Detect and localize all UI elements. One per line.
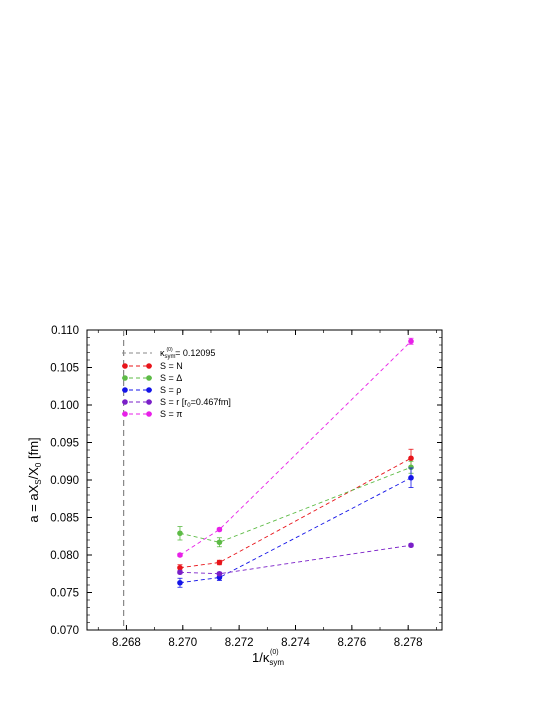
y-tick-label: 0.100 — [50, 400, 79, 412]
x-tick-label: 8.272 — [225, 637, 254, 649]
legend-swatch-marker — [146, 375, 152, 381]
legend-label-part: =0.467fm] — [191, 397, 231, 407]
data-point — [216, 559, 223, 566]
axis-ticks: 8.268 8.270 8.272 8.274 8.276 8.278 0.070 0.075… — [50, 325, 442, 649]
series-line — [179, 544, 412, 575]
legend-vline-sub: sym — [165, 354, 176, 360]
legend-label: S = π — [160, 409, 182, 419]
y-tick-label: 0.110 — [51, 325, 79, 337]
legend-label: S = r [r0=0.467fm] — [160, 397, 231, 409]
plot-frame — [86, 329, 443, 631]
legend-vline-main: κ — [160, 348, 165, 358]
y-tick-label: 0.075 — [50, 588, 79, 600]
data-point — [408, 464, 414, 471]
y-axis-label-part-2: S — [34, 479, 43, 484]
legend-vline-label: κsym(0) = 0.12095 — [160, 347, 215, 360]
legend-vline-value: = 0.12095 — [173, 348, 216, 358]
y-axis-label-part-1: a = aX — [26, 484, 41, 522]
legend-swatch-marker — [122, 411, 128, 417]
x-axis-label-sub: sym — [269, 658, 284, 667]
data-point — [408, 338, 414, 345]
data-point — [177, 552, 183, 558]
legend-swatch-marker — [122, 363, 128, 369]
data-point — [177, 569, 183, 576]
legend-swatch-marker — [146, 411, 152, 417]
series-line — [179, 466, 412, 543]
series-line — [179, 340, 412, 556]
data-point — [408, 455, 414, 462]
legend-swatch-marker — [146, 399, 152, 405]
legend-label-part: S = r [r — [160, 397, 187, 407]
series-line — [179, 477, 412, 584]
y-tick-label: 0.095 — [50, 438, 79, 450]
legend-swatch-marker — [146, 363, 152, 369]
y-tick-label: 0.080 — [50, 550, 79, 562]
data-point — [216, 539, 223, 546]
x-tick-label: 8.278 — [394, 637, 423, 649]
y-axis-label-part-3: /X — [26, 467, 41, 480]
data-point — [177, 564, 183, 571]
x-tick-label: 8.268 — [112, 637, 141, 649]
legend-label-part: 0 — [187, 403, 191, 409]
y-tick-label: 0.090 — [50, 475, 79, 487]
series-line — [179, 457, 412, 569]
x-tick-label: 8.276 — [337, 637, 366, 649]
legend-label: S = N — [160, 361, 183, 371]
legend-swatch-marker — [122, 387, 128, 393]
y-axis-label: a = aXS/X0 [fm] — [26, 437, 43, 522]
legend-swatch-marker — [122, 399, 128, 405]
series-layer — [177, 337, 414, 588]
y-tick-label: 0.105 — [50, 363, 79, 375]
x-axis-label: 1/κsym (0) — [252, 649, 284, 667]
x-axis-label-main: 1/κ — [252, 650, 270, 665]
legend-label: S = ρ — [160, 385, 181, 395]
data-point — [216, 526, 223, 533]
data-point — [177, 579, 183, 586]
y-axis-label-part-5: [fm] — [26, 437, 41, 462]
y-tick-label: 0.070 — [50, 625, 79, 637]
x-axis-label-sup: (0) — [270, 649, 279, 656]
y-axis-label-part-4: 0 — [34, 462, 43, 467]
x-tick-label: 8.274 — [281, 637, 310, 649]
data-point — [177, 530, 183, 537]
data-point — [408, 474, 414, 481]
y-tick-label: 0.085 — [50, 513, 79, 525]
legend-vline-sup: (0) — [167, 347, 173, 353]
legend-swatch-marker — [122, 375, 128, 381]
legend-label: S = Δ — [160, 373, 182, 383]
data-point — [216, 570, 223, 577]
data-point — [408, 542, 414, 549]
x-tick-label: 8.270 — [168, 637, 197, 649]
legend-swatch-marker — [146, 387, 152, 393]
